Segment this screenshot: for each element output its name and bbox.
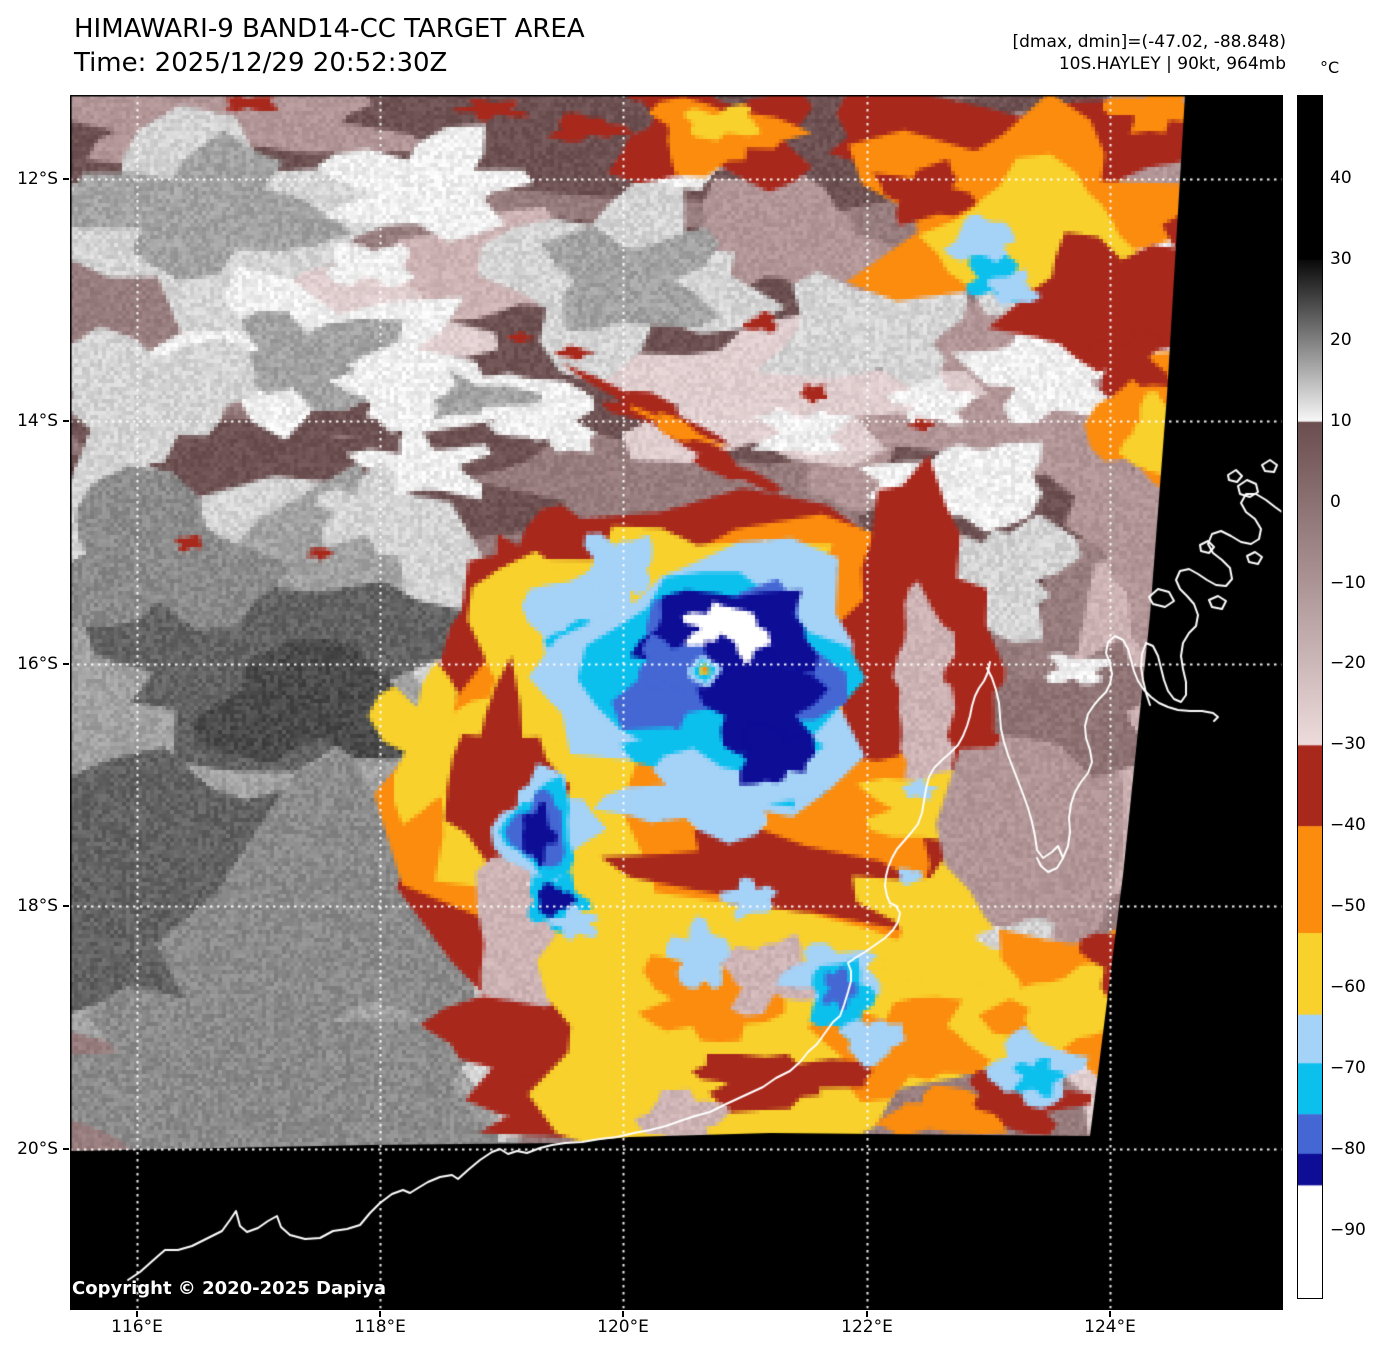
- colorbar-tick-label: −30: [1330, 734, 1366, 755]
- colorbar: [1297, 95, 1323, 1299]
- colorbar-tick-label: −50: [1330, 896, 1366, 917]
- colorbar-tick-label: −10: [1330, 572, 1366, 593]
- colorbar-tick-label: −90: [1330, 1219, 1366, 1240]
- storm-info-annotation: 10S.HAYLEY | 90kt, 964mb: [1058, 54, 1286, 74]
- colorbar-tick-label: 30: [1330, 248, 1352, 269]
- colorbar-tick-label: 0: [1330, 491, 1341, 512]
- lat-tick-label: 18°S: [17, 896, 58, 916]
- lat-tick-label: 14°S: [17, 411, 58, 431]
- lon-tick-label: 122°E: [841, 1317, 893, 1337]
- lon-tick-mark: [136, 1311, 138, 1317]
- page-title: HIMAWARI-9 BAND14-CC TARGET AREA: [74, 14, 585, 44]
- timestamp: Time: 2025/12/29 20:52:30Z: [74, 48, 448, 78]
- lon-tick-label: 116°E: [111, 1317, 163, 1337]
- colorbar-unit-label: °C: [1320, 58, 1340, 77]
- lat-tick-mark: [63, 420, 69, 422]
- lon-tick-mark: [1109, 1311, 1111, 1317]
- colorbar-tick-label: −80: [1330, 1138, 1366, 1159]
- dmax-dmin-annotation: [dmax, dmin]=(-47.02, -88.848): [1012, 32, 1287, 52]
- colorbar-tick-label: −60: [1330, 977, 1366, 997]
- colorbar-tick-label: 20: [1330, 329, 1352, 350]
- colorbar-tick-label: −20: [1330, 653, 1366, 674]
- copyright-watermark: Copyright © 2020-2025 Dapiya: [72, 1278, 387, 1299]
- lat-tick-label: 16°S: [17, 654, 58, 674]
- lon-tick-label: 124°E: [1084, 1317, 1136, 1337]
- colorbar-tick-label: 10: [1330, 410, 1352, 431]
- lon-tick-mark: [622, 1311, 624, 1317]
- satellite-image-canvas: [70, 95, 1283, 1310]
- lat-tick-mark: [63, 663, 69, 665]
- lon-tick-label: 120°E: [597, 1317, 649, 1337]
- lat-tick-label: 20°S: [17, 1139, 58, 1159]
- lat-tick-mark: [63, 905, 69, 907]
- lat-tick-mark: [63, 178, 69, 180]
- lat-tick-label: 12°S: [17, 169, 58, 189]
- colorbar-tick-label: 40: [1330, 168, 1352, 188]
- colorbar-tick-label: −70: [1330, 1057, 1366, 1078]
- lon-tick-mark: [866, 1311, 868, 1317]
- lat-tick-mark: [63, 1148, 69, 1150]
- lon-tick-mark: [379, 1311, 381, 1317]
- lon-tick-label: 118°E: [354, 1317, 406, 1337]
- colorbar-tick-label: −40: [1330, 815, 1366, 836]
